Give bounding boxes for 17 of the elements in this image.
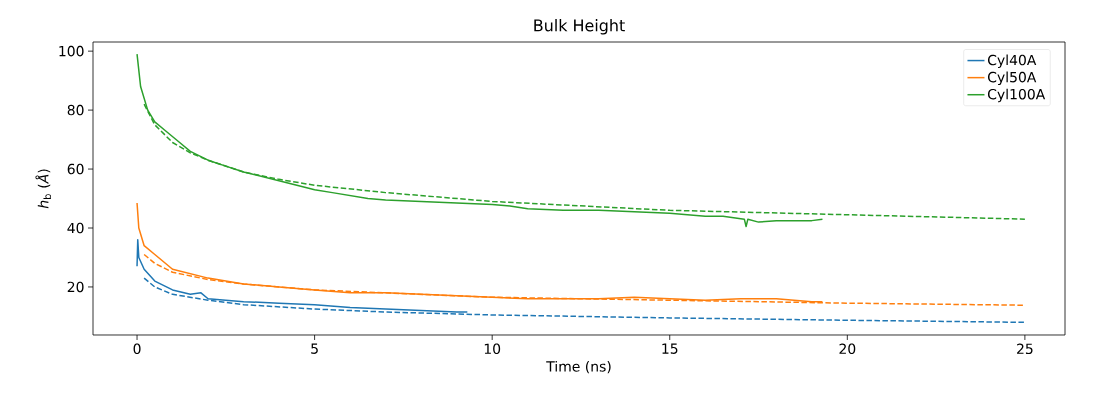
chart-title: Bulk Height	[534, 19, 625, 35]
x-tick-label: 20	[839, 343, 856, 355]
legend-label: Cyl100A	[987, 88, 1046, 103]
y-axis-title: h$_{b}$ (Å)	[35, 169, 52, 209]
x-axis-title: Time (ns)	[546, 360, 611, 374]
y-tick-label: 60	[67, 163, 84, 175]
x-tick-label: 5	[311, 343, 318, 354]
x-tick-label: 0	[133, 343, 141, 355]
legend-label: Cyl40A	[987, 54, 1037, 69]
x-tick-label: 10	[484, 343, 501, 355]
x-tick-label: 15	[662, 343, 678, 354]
legend-label: Cyl50A	[987, 71, 1037, 86]
y-tick-label: 100	[59, 45, 84, 57]
y-tick-label: 80	[67, 104, 84, 116]
y-tick-label: 40	[67, 222, 84, 234]
y-tick-label: 20	[67, 281, 84, 293]
x-tick-label: 25	[1017, 343, 1033, 355]
